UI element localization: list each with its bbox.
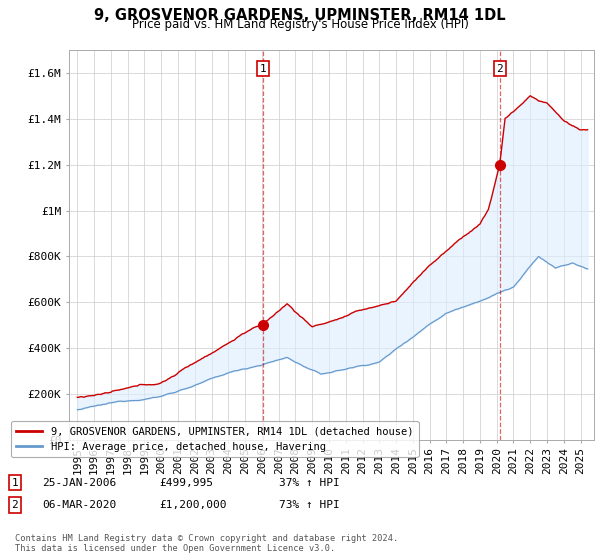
Legend: 9, GROSVENOR GARDENS, UPMINSTER, RM14 1DL (detached house), HPI: Average price, : 9, GROSVENOR GARDENS, UPMINSTER, RM14 1D… [11,421,419,457]
Text: 1: 1 [11,478,19,488]
Text: 06-MAR-2020: 06-MAR-2020 [42,500,116,510]
Text: 2: 2 [496,64,503,74]
Text: 37% ↑ HPI: 37% ↑ HPI [279,478,340,488]
Text: 2: 2 [11,500,19,510]
Text: 9, GROSVENOR GARDENS, UPMINSTER, RM14 1DL: 9, GROSVENOR GARDENS, UPMINSTER, RM14 1D… [94,8,506,24]
Text: Contains HM Land Registry data © Crown copyright and database right 2024.
This d: Contains HM Land Registry data © Crown c… [15,534,398,553]
Text: Price paid vs. HM Land Registry's House Price Index (HPI): Price paid vs. HM Land Registry's House … [131,18,469,31]
Text: £499,995: £499,995 [159,478,213,488]
Text: 1: 1 [260,64,266,74]
Text: 25-JAN-2006: 25-JAN-2006 [42,478,116,488]
Text: 73% ↑ HPI: 73% ↑ HPI [279,500,340,510]
Text: £1,200,000: £1,200,000 [159,500,227,510]
